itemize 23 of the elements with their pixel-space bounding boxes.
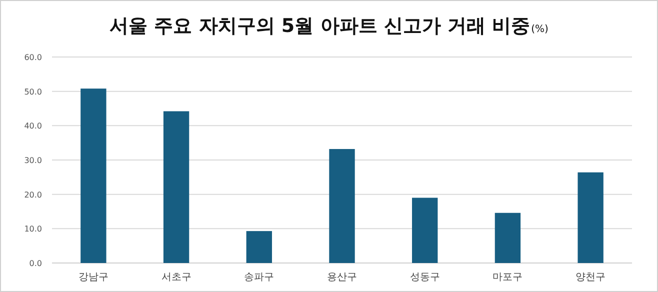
y-tick-label: 20.0 — [24, 190, 42, 200]
bar — [578, 172, 604, 263]
bar — [494, 212, 521, 263]
y-tick-label: 0.0 — [29, 259, 42, 268]
x-tick-label: 서초구 — [161, 272, 192, 283]
bar — [163, 111, 190, 263]
y-tick-label: 30.0 — [24, 156, 42, 165]
bar — [329, 149, 355, 263]
chart-title: 서울 주요 자치구의 5월 아파트 신고가 거래 비중 — [110, 15, 530, 37]
chart-subtitle: (%) — [531, 24, 549, 35]
x-tick-label: 강남구 — [78, 272, 108, 283]
y-tick-label: 10.0 — [24, 224, 42, 234]
y-tick-label: 40.0 — [24, 122, 42, 131]
x-tick-label: 양천구 — [576, 272, 606, 283]
x-tick-label: 송파구 — [244, 272, 274, 283]
y-tick-label: 60.0 — [24, 53, 42, 62]
bar — [246, 231, 272, 263]
y-tick-label: 50.0 — [24, 87, 42, 96]
x-tick-label: 마포구 — [492, 272, 523, 283]
bar — [412, 198, 438, 263]
bar — [80, 88, 106, 263]
x-tick-label: 성동구 — [410, 272, 440, 283]
x-tick-label: 용산구 — [327, 272, 357, 283]
